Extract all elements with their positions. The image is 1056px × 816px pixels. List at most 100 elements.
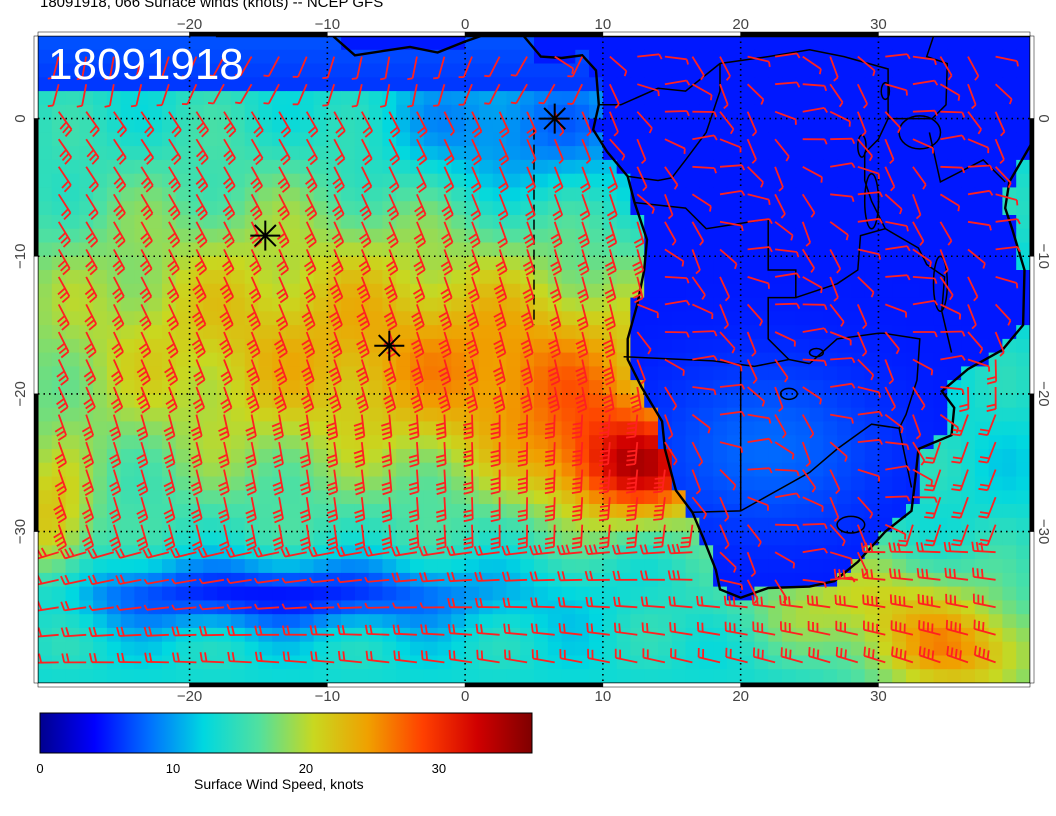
wind-cell <box>1002 146 1017 161</box>
wind-cell <box>341 559 356 574</box>
wind-cell <box>795 283 811 299</box>
wind-cell <box>38 325 53 340</box>
wind-cell <box>423 104 439 120</box>
wind-cell <box>38 159 53 175</box>
wind-cell <box>478 77 494 92</box>
wind-cell <box>396 366 411 381</box>
wind-cell <box>38 63 53 78</box>
wind-cell <box>850 393 866 409</box>
wind-cell <box>51 256 67 271</box>
wind-cell <box>754 36 769 51</box>
wind-cell <box>189 669 204 683</box>
barb-staff <box>775 302 798 306</box>
wind-cell <box>451 118 466 133</box>
wind-cell <box>823 476 838 491</box>
wind-cell <box>754 283 769 299</box>
wind-cell <box>933 655 948 670</box>
wind-cell <box>974 614 990 629</box>
wind-cell <box>79 614 94 629</box>
wind-cell <box>589 91 604 106</box>
wind-cell <box>258 407 273 423</box>
wind-cell <box>589 201 604 216</box>
wind-cell <box>299 146 315 161</box>
wind-cell <box>341 270 356 285</box>
wind-cell <box>630 669 645 683</box>
wind-cell <box>520 669 535 683</box>
wind-cell <box>93 63 108 78</box>
wind-cell <box>286 311 301 326</box>
wind-cell <box>892 366 907 381</box>
wind-cell <box>878 669 893 683</box>
wind-cell <box>299 586 315 601</box>
wind-cell <box>699 517 714 533</box>
wind-cell <box>341 325 356 340</box>
wind-cell <box>286 531 301 546</box>
wind-cell <box>974 641 990 657</box>
wind-cell <box>79 36 94 51</box>
wind-cell <box>451 146 466 161</box>
wind-cell <box>175 283 191 299</box>
wind-cell <box>272 36 287 51</box>
wind-cell <box>878 531 893 546</box>
wind-cell <box>478 393 494 409</box>
wind-cell <box>685 36 700 51</box>
wind-cell <box>230 338 246 354</box>
wind-cell <box>795 201 811 216</box>
wind-cell <box>658 669 673 683</box>
barb-feather <box>263 102 269 105</box>
wind-cell <box>506 559 521 574</box>
wind-cell <box>685 311 700 326</box>
wind-cell <box>478 311 494 326</box>
wind-cell <box>961 256 976 271</box>
wind-cell <box>382 36 397 51</box>
wind-cell <box>506 380 521 395</box>
wind-cell <box>561 159 576 175</box>
wind-cell <box>120 49 136 65</box>
wind-cell <box>726 63 742 78</box>
wind-cell <box>258 393 273 409</box>
country-border <box>480 36 598 37</box>
wind-cell <box>230 215 246 230</box>
wind-cell <box>699 421 714 436</box>
wind-cell <box>782 215 797 230</box>
wind-cell <box>782 407 797 423</box>
wind-cell <box>837 352 852 367</box>
wind-cell <box>589 270 604 285</box>
wind-cell <box>906 338 921 354</box>
wind-cell <box>93 586 108 601</box>
wind-cell <box>230 504 246 519</box>
wind-cell <box>368 669 384 683</box>
wind-cell <box>947 283 962 299</box>
wind-cell <box>616 559 632 574</box>
wind-cell <box>809 159 824 175</box>
wind-cell <box>589 641 604 657</box>
wind-cell <box>313 421 328 436</box>
wind-cell <box>795 63 811 78</box>
wind-cell <box>478 118 494 133</box>
wind-cell <box>974 201 990 216</box>
wind-cell <box>726 270 742 285</box>
wind-cell <box>1016 215 1030 230</box>
wind-cell <box>341 242 356 257</box>
wind-cell <box>933 366 948 381</box>
wind-cell <box>795 504 811 519</box>
wind-cell <box>974 669 990 683</box>
wind-cell <box>754 407 769 423</box>
wind-cell <box>1002 132 1017 147</box>
wind-cell <box>38 407 53 423</box>
wind-cell <box>520 559 535 574</box>
wind-cell <box>341 669 356 683</box>
wind-cell <box>203 297 218 312</box>
wind-cell <box>341 77 356 92</box>
wind-cell <box>203 531 218 546</box>
wind-cell <box>589 297 604 312</box>
wind-cell <box>726 407 742 423</box>
wind-cell <box>947 366 962 381</box>
wind-cell <box>1016 531 1030 546</box>
wind-cell <box>203 215 218 230</box>
wind-cell <box>671 215 687 230</box>
wind-cell <box>1002 627 1017 643</box>
wind-cell <box>561 104 576 120</box>
wind-cell <box>38 504 53 519</box>
wind-cell <box>451 435 466 450</box>
